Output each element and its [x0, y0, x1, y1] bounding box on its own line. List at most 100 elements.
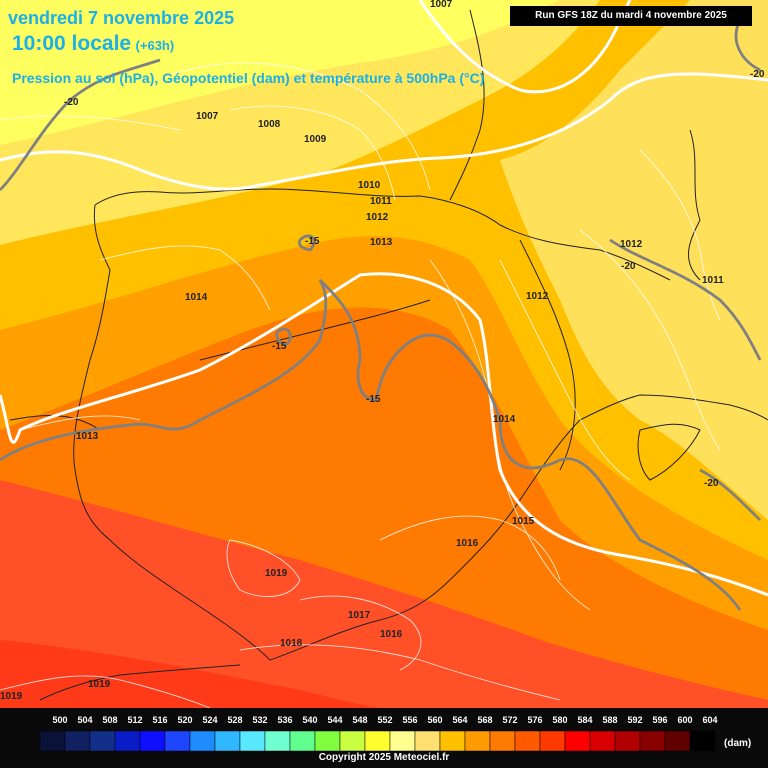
pressure-label: 1013 [370, 237, 393, 248]
legend-swatch [114, 730, 141, 752]
legend-tick-label: 504 [77, 715, 92, 725]
legend-tick-label: 532 [252, 715, 267, 725]
temperature-label: -15 [305, 236, 320, 247]
legend-unit: (dam) [724, 738, 751, 749]
isobars [0, 62, 721, 708]
legend-scale: 500 504 508 512 516 520 524 528 532 536 540 544 548 5… [39, 715, 751, 752]
legend-tick-label: 568 [477, 715, 492, 725]
legend-swatch [264, 730, 291, 752]
pressure-label: 1007 [196, 111, 219, 122]
legend-swatch [364, 730, 391, 752]
pressure-label: 1014 [185, 292, 208, 303]
legend-swatch [189, 730, 216, 752]
pressure-label: 1019 [0, 691, 23, 702]
pressure-label: 1019 [88, 679, 111, 690]
temperature-label: -15 [272, 341, 287, 352]
pressure-label: 1011 [370, 196, 392, 207]
legend-tick-label: 560 [427, 715, 442, 725]
temperature-label: -15 [366, 394, 381, 405]
legend-swatch [439, 730, 466, 752]
legend-tick-label: 580 [552, 715, 567, 725]
legend-tick-label: 552 [377, 715, 392, 725]
legend-tick-label: 512 [127, 715, 142, 725]
legend-tick-label: 540 [302, 715, 317, 725]
pressure-label: 1008 [258, 119, 281, 130]
legend-swatch [539, 730, 566, 752]
legend-bar: 500 504 508 512 516 520 524 528 532 536 540 544 548 5… [0, 708, 768, 768]
legend-tick-label: 516 [152, 715, 167, 725]
legend-tick-label: 588 [602, 715, 617, 725]
pressure-label: 1017 [348, 610, 371, 621]
band-576 [0, 480, 768, 708]
legend-tick-label: 592 [627, 715, 642, 725]
pressure-label: 1013 [76, 431, 99, 442]
pressure-label-layer: 1007 1007 1008 1009 1010 1011 1012 1013 … [0, 0, 724, 702]
local-time-label: 10:00 locale [12, 32, 132, 55]
legend-swatch [414, 730, 441, 752]
legend-swatch [64, 730, 91, 752]
legend-tick-label: 520 [177, 715, 192, 725]
legend-tick-label: 500 [52, 715, 67, 725]
legend-swatch [689, 730, 716, 752]
pressure-label: 1010 [358, 180, 381, 191]
legend-tick-label: 508 [102, 715, 117, 725]
temperature-label: -20 [64, 97, 79, 108]
lead-time-label: (+63h) [135, 38, 175, 53]
pressure-label: 1007 [430, 0, 453, 10]
legend-swatch [564, 730, 591, 752]
legend-tick-label: 576 [527, 715, 542, 725]
pressure-label: 1009 [304, 134, 327, 145]
legend-tick-label: 536 [277, 715, 292, 725]
legend-swatch [489, 730, 516, 752]
legend-swatch [389, 730, 416, 752]
pressure-label: 1015 [512, 516, 535, 527]
legend-swatch [314, 730, 341, 752]
pressure-label: 1018 [280, 638, 303, 649]
legend-tick-label: 548 [352, 715, 367, 725]
legend-swatch [214, 730, 241, 752]
legend-tick-label: 572 [502, 715, 517, 725]
legend-swatch [464, 730, 491, 752]
legend-swatch [639, 730, 666, 752]
legend-tick-label: 524 [202, 715, 217, 725]
legend-swatch [39, 730, 66, 752]
legend-swatch [664, 730, 691, 752]
legend-tick-label: 584 [577, 715, 592, 725]
band-560-east [500, 0, 768, 520]
temperature-label-layer: -20 -20 -15 -15 -15 -20 -20 [64, 69, 765, 489]
temperature-label: -20 [621, 261, 636, 272]
legend-tick-label: 556 [402, 715, 417, 725]
pressure-label: 1012 [526, 291, 549, 302]
band-580 [0, 640, 380, 708]
legend-swatch [614, 730, 641, 752]
legend-swatch [589, 730, 616, 752]
pressure-label: 1019 [265, 568, 288, 579]
legend-tick-label: 564 [452, 715, 467, 725]
temperature-label: -20 [750, 69, 765, 80]
pressure-label: 1012 [366, 212, 389, 223]
run-info-badge: Run GFS 18Z du mardi 4 novembre 2025 [510, 6, 752, 26]
legend-swatch [239, 730, 266, 752]
legend-tick-label: 528 [227, 715, 242, 725]
legend-swatch [339, 730, 366, 752]
pressure-label: 1016 [380, 629, 403, 640]
temperature-label: -20 [704, 478, 719, 489]
forecast-time: 10:00 locale (+63h) [12, 32, 174, 56]
legend-tick-label: 544 [327, 715, 342, 725]
legend-swatch [514, 730, 541, 752]
legend-tick-label: 604 [702, 715, 717, 725]
legend-swatch [164, 730, 191, 752]
pressure-label: 1014 [493, 414, 516, 425]
pressure-label: 1012 [620, 239, 643, 250]
legend-swatch [89, 730, 116, 752]
forecast-date: vendredi 7 novembre 2025 [8, 8, 235, 28]
copyright-text: Copyright 2025 Meteociel.fr [318, 752, 450, 763]
parameter-description: Pression au sol (hPa), Géopotentiel (dam… [12, 70, 485, 86]
legend-tick-label: 596 [652, 715, 667, 725]
pressure-label: 1011 [702, 275, 724, 286]
legend-swatch [289, 730, 316, 752]
legend-swatch [139, 730, 166, 752]
pressure-label: 1016 [456, 538, 479, 549]
